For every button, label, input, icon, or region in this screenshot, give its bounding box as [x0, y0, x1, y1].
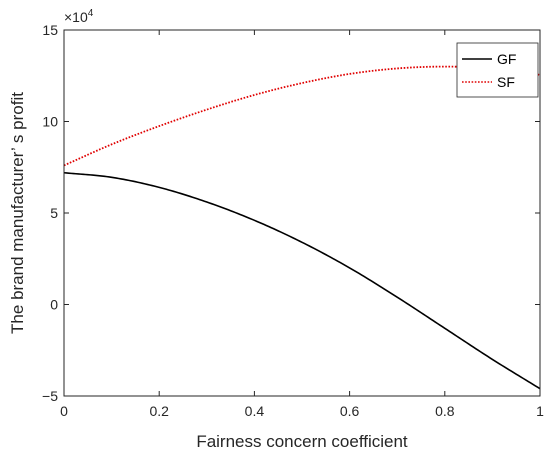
x-tick-label: 0.4	[245, 403, 265, 419]
x-tick-label: 0	[60, 403, 68, 419]
y-tick-label: 15	[42, 22, 58, 38]
y-tick-label: −5	[42, 388, 58, 404]
x-tick-label: 0.6	[340, 403, 360, 419]
x-axis-label: Fairness concern coefficient	[196, 432, 408, 451]
y-axis-label: The brand manufacturer’ s profit	[8, 92, 27, 334]
y-tick-label: 10	[42, 114, 58, 130]
legend-label-gf: GF	[497, 51, 516, 67]
y-tick-label: 0	[50, 297, 58, 313]
x-tick-label: 0.8	[435, 403, 455, 419]
legend: GF SF	[456, 42, 539, 98]
series-line-gf	[63, 171, 541, 390]
y-tick-label: 5	[50, 205, 58, 221]
series-layer	[63, 65, 541, 390]
x-tick-label: 0.2	[149, 403, 169, 419]
x-tick-label: 1	[536, 403, 544, 419]
legend-box	[456, 42, 539, 98]
plot-frame	[63, 29, 541, 397]
y-exponent-label: ×104	[64, 8, 94, 25]
legend-label-sf: SF	[497, 74, 515, 90]
